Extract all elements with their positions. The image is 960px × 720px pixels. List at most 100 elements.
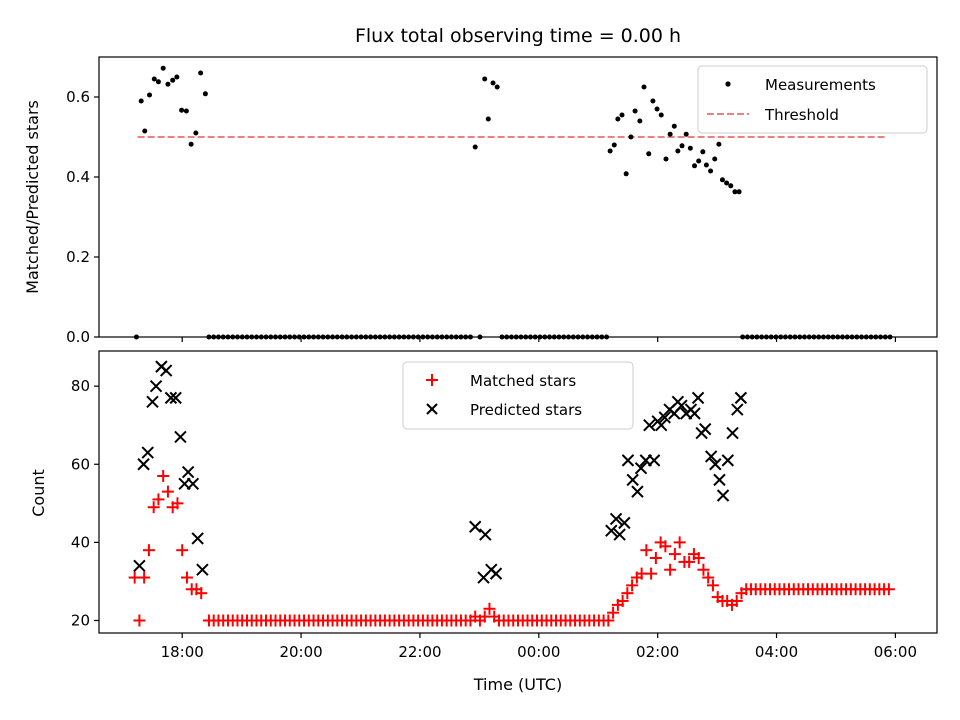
predicted-star-point <box>613 528 626 541</box>
measurement-point <box>687 145 693 151</box>
top-legend-box <box>697 65 928 134</box>
measurement-point <box>641 84 647 90</box>
matched-star-point <box>147 501 160 514</box>
matched-star-point <box>659 540 672 553</box>
legend-predicted-marker <box>426 403 438 415</box>
matched-star-point <box>180 571 193 584</box>
x-axis-label: Time (UTC) <box>473 675 562 694</box>
top-plot-frame <box>98 56 938 338</box>
matched-star-point <box>668 548 681 561</box>
measurement-point <box>615 116 621 122</box>
predicted-star-point <box>479 528 492 541</box>
measurement-point <box>703 162 709 168</box>
measurement-point <box>692 163 698 169</box>
measurement-point <box>170 77 176 83</box>
predicted-star-point <box>618 516 631 530</box>
measurement-point <box>658 112 664 118</box>
measurement-point <box>719 177 725 183</box>
top-y-tick-label: 0.2 <box>66 248 90 266</box>
matched-star-point <box>702 571 715 584</box>
measurement-point <box>619 112 625 118</box>
matched-star-point <box>697 563 710 576</box>
matched-star-point <box>483 602 496 615</box>
measurement-point <box>183 108 189 114</box>
predicted-star-point <box>626 473 639 487</box>
bottom-x-tick-label: 22:00 <box>398 643 441 661</box>
matched-star-point <box>626 579 639 592</box>
predicted-star-point <box>159 364 173 377</box>
top-y-tick-label: 0.0 <box>66 328 90 346</box>
predicted-star-point <box>713 473 726 487</box>
measurement-point <box>708 168 714 174</box>
measurement-point <box>728 183 734 189</box>
predicted-star-point <box>609 512 623 526</box>
predicted-star-point <box>647 454 661 467</box>
legend-matched-marker <box>426 374 438 386</box>
bottom-x-tick-label: 04:00 <box>755 643 798 661</box>
measurement-point <box>663 156 669 162</box>
measurement-point <box>174 74 180 80</box>
top-panel: 0.0 0.2 0.4 0.6 Matched/Predicted stars Mea… <box>23 56 938 346</box>
bottom-x-tick-label: 20:00 <box>279 643 322 661</box>
bottom-x-tick-label: 02:00 <box>636 643 679 661</box>
measurement-point <box>628 134 634 140</box>
bottom-y-axis-label: Count <box>29 469 48 517</box>
measurement-point <box>147 92 153 98</box>
legend-measurements-label: Measurements <box>765 76 876 94</box>
bottom-x-tick-label: 00:00 <box>517 643 560 661</box>
measurement-point <box>165 81 171 87</box>
bottom-panel: 20 40 60 80 18:00 20:00 22:00 00:00 02:00 04:00 06… <box>29 350 938 694</box>
predicted-star-point <box>196 563 209 576</box>
predicted-star-point <box>141 446 154 459</box>
measurement-point <box>637 118 643 124</box>
measurement-point <box>160 65 166 71</box>
predicted-star-point <box>169 391 182 405</box>
measurement-point <box>193 130 199 136</box>
matched-star-point <box>664 563 677 576</box>
measurement-point <box>179 107 185 113</box>
matched-star-point <box>692 552 705 565</box>
measurement-point <box>142 128 148 134</box>
predicted-star-point <box>133 559 146 573</box>
predicted-star-point <box>631 485 644 498</box>
bottom-y-tick-label: 20 <box>71 612 90 630</box>
predicted-star-point <box>731 403 744 416</box>
measurement-point <box>472 144 478 150</box>
matched-star-point <box>616 594 629 607</box>
measurement-point <box>155 79 161 85</box>
predicted-star-point <box>146 395 159 408</box>
predicted-star-point <box>164 391 178 405</box>
bottom-legend-box <box>402 361 634 430</box>
measurement-point <box>650 98 656 104</box>
predicted-star-point <box>688 407 701 420</box>
bottom-legend: Matched stars Predicted stars <box>402 361 634 430</box>
predicted-star-point <box>658 411 672 424</box>
predicted-star-point <box>691 391 705 405</box>
measurement-point <box>654 106 660 112</box>
bottom-y-tick-label: 60 <box>71 455 90 473</box>
predicted-star-point <box>191 532 204 545</box>
measurement-point <box>623 171 629 177</box>
predicted-star-point <box>721 454 735 467</box>
measurement-point <box>679 143 685 149</box>
matched-star-point <box>152 493 165 506</box>
measurement-point <box>671 123 677 129</box>
top-y-tick-label: 0.6 <box>66 88 90 106</box>
predicted-star-point <box>655 419 668 432</box>
legend-predicted-label: Predicted stars <box>470 401 582 419</box>
top-legend: Measurements Threshold <box>697 65 928 134</box>
predicted-star-point <box>709 458 722 471</box>
measurement-point <box>494 84 500 90</box>
measurement-point <box>485 116 491 122</box>
predicted-star-point <box>605 524 618 537</box>
measurement-point <box>138 98 144 104</box>
top-chart-title: Flux total observing time = 0.00 h <box>355 25 681 47</box>
measurement-point <box>646 151 652 157</box>
predicted-star-point <box>174 430 187 444</box>
legend-measurements-marker <box>725 81 731 87</box>
predicted-star-point <box>621 454 635 467</box>
bottom-axes: 20 40 60 80 18:00 20:00 22:00 00:00 02:00 04:00 06… <box>71 377 917 661</box>
predicted-star-point <box>634 461 648 475</box>
measurement-point <box>667 131 673 137</box>
measurement-point <box>683 131 689 137</box>
